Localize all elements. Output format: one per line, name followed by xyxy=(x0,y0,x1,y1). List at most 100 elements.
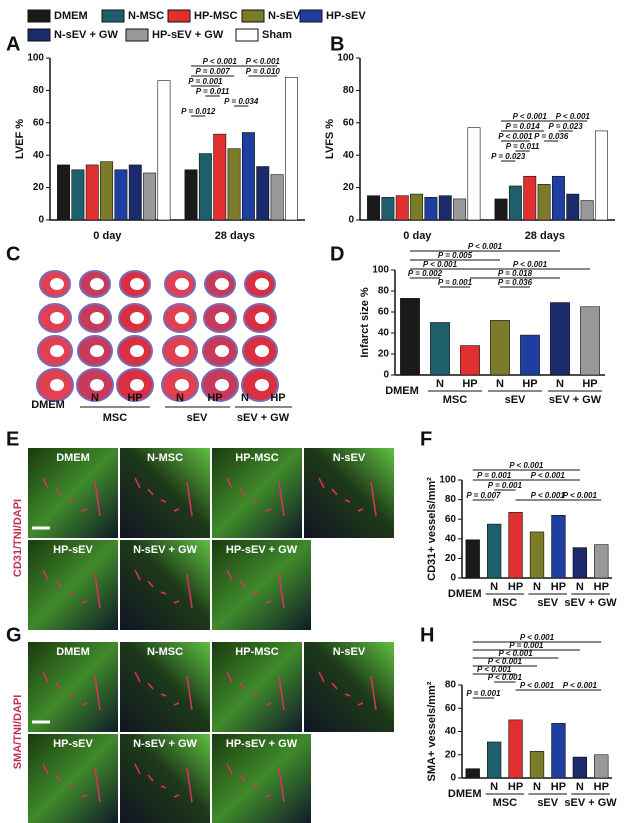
section-label: N xyxy=(241,392,249,404)
y-axis-label: LVEF % xyxy=(14,119,26,159)
p-value: P = 0.011 xyxy=(196,87,230,96)
lumen xyxy=(175,278,189,290)
vessel-stain xyxy=(226,671,233,683)
micrograph xyxy=(28,642,118,732)
micrograph xyxy=(304,448,394,538)
p-value: P < 0.001 xyxy=(477,665,512,674)
tile-label: HP-sEV xyxy=(53,738,93,750)
vessel-stain xyxy=(147,774,154,782)
y-tick-label: 100 xyxy=(439,475,456,486)
p-value: P < 0.001 xyxy=(513,112,548,121)
vessel-stain xyxy=(68,785,75,789)
p-value: P < 0.001 xyxy=(488,673,523,682)
x-tick-label: DMEM xyxy=(448,588,482,600)
section-label: N xyxy=(91,392,99,404)
section-label: HP xyxy=(207,392,222,404)
p-value: P < 0.001 xyxy=(423,260,458,269)
x-tick-label: N xyxy=(490,581,498,593)
x-tick-label: 28 days xyxy=(215,230,255,242)
lumen xyxy=(255,345,269,357)
vessel-stain xyxy=(134,569,141,581)
lumen xyxy=(175,345,189,357)
x-tick-label: HP xyxy=(551,581,566,593)
bar xyxy=(594,130,608,221)
vessel-stain xyxy=(173,702,180,706)
p-value: P = 0.034 xyxy=(224,97,259,106)
y-axis-label: SMA+ vessels/mm² xyxy=(426,681,438,781)
p-value: P < 0.001 xyxy=(246,57,281,66)
bar xyxy=(157,80,171,221)
lumen xyxy=(130,379,144,391)
lumen xyxy=(130,345,144,357)
tile-label: DMEM xyxy=(56,646,90,658)
vessel-stain xyxy=(147,488,154,496)
vessel-stain xyxy=(55,774,62,782)
vessel-stain xyxy=(94,481,101,517)
vessel-stain xyxy=(239,580,246,588)
lumen xyxy=(50,345,64,357)
vessel-stain xyxy=(173,600,180,604)
p-value: P < 0.001 xyxy=(563,681,598,690)
p-value: P < 0.001 xyxy=(488,657,523,666)
x-tick-label: N xyxy=(533,581,541,593)
legend-swatch xyxy=(27,9,51,23)
bar xyxy=(213,133,227,221)
y-axis-label: Infarct size % xyxy=(359,287,371,358)
micrograph xyxy=(120,642,210,732)
vessel-stain xyxy=(370,481,377,517)
lumen xyxy=(50,379,64,391)
p-value: P < 0.001 xyxy=(563,491,598,500)
legend-label: N-MSC xyxy=(128,10,164,22)
vessel-stain xyxy=(134,671,141,683)
panel-letter: H xyxy=(420,624,434,646)
p-value: P = 0.023 xyxy=(549,122,584,131)
x-tick-label: HP xyxy=(551,781,566,793)
panel-letter: D xyxy=(330,243,344,265)
bar xyxy=(256,166,270,221)
bar xyxy=(71,169,85,221)
x-tick-label: HP xyxy=(582,378,597,390)
vessel-stain xyxy=(265,508,272,512)
x-tick-label: HP xyxy=(508,581,523,593)
micrograph xyxy=(120,540,210,630)
lumen xyxy=(130,312,144,324)
micrograph xyxy=(28,540,118,630)
lumen xyxy=(215,345,229,357)
tile-label: N-sEV xyxy=(333,452,366,464)
bar xyxy=(143,172,157,221)
x-tick-label: N xyxy=(490,781,498,793)
vessel-stain xyxy=(318,477,325,489)
bar xyxy=(270,174,284,221)
bar xyxy=(551,514,566,579)
group-label: sEV + GW xyxy=(237,412,290,424)
bar xyxy=(227,148,241,221)
x-tick-label: N xyxy=(556,378,564,390)
section-label: HP xyxy=(270,392,285,404)
legend-swatch xyxy=(241,9,265,23)
bar xyxy=(490,320,510,376)
bar xyxy=(128,164,142,221)
group-label: MSC xyxy=(443,394,468,406)
micrograph xyxy=(28,734,118,823)
tile-label: N-sEV xyxy=(333,646,366,658)
legend-swatch xyxy=(27,28,51,42)
bar xyxy=(594,544,609,579)
panel-letter: A xyxy=(6,33,20,55)
vessel-stain xyxy=(278,675,285,711)
bar xyxy=(465,768,480,779)
lumen xyxy=(90,278,104,290)
tile-label: HP-sEV + GW xyxy=(226,738,298,750)
micrograph xyxy=(212,642,302,732)
vessel-stain xyxy=(42,569,49,581)
p-value: P = 0.001 xyxy=(509,641,544,650)
vessel-stain xyxy=(81,508,88,512)
p-value: P < 0.001 xyxy=(556,112,591,121)
y-tick-label: 40 xyxy=(445,533,457,544)
group-label: MSC xyxy=(493,797,518,809)
micrograph xyxy=(212,448,302,538)
y-tick-label: 0 xyxy=(450,573,456,584)
vessel-stain xyxy=(81,600,88,604)
lumen xyxy=(50,278,64,290)
vessel-stain xyxy=(331,682,338,690)
y-tick-label: 40 xyxy=(445,726,457,737)
